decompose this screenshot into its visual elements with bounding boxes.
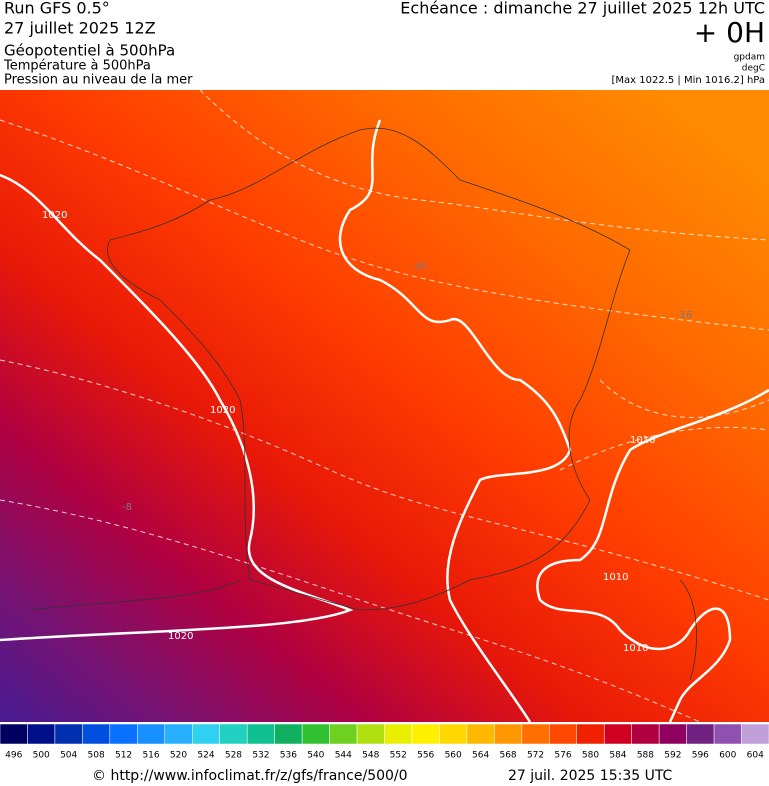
forecast-time: Echéance : dimanche 27 juillet 2025 12h … bbox=[400, 0, 765, 18]
scale-label: 520 bbox=[170, 751, 187, 761]
scale-label: 524 bbox=[197, 751, 214, 761]
scale-cell bbox=[329, 723, 358, 745]
scale-cell bbox=[411, 723, 440, 745]
scale-cell bbox=[686, 723, 715, 745]
scale-label: 548 bbox=[362, 751, 379, 761]
layer-label: Pression au niveau de la mer bbox=[4, 73, 193, 88]
footer: © http://www.infoclimat.fr/z/gfs/france/… bbox=[92, 768, 673, 784]
map: 1020 1020 1020 1010 1010 1010 -16 -16 -8 bbox=[0, 89, 769, 723]
scale-label: 552 bbox=[390, 751, 407, 761]
scale-cell bbox=[137, 723, 166, 745]
scale-label: 500 bbox=[33, 751, 50, 761]
pressure-range: [Max 1022.5 | Min 1016.2] hPa bbox=[611, 75, 765, 86]
scale-label: 556 bbox=[417, 751, 434, 761]
scale-cell bbox=[603, 723, 632, 745]
unit-label: degC bbox=[742, 64, 765, 74]
contour-label: 1010 bbox=[623, 643, 648, 654]
scale-cell bbox=[246, 723, 275, 745]
scale-cell bbox=[54, 723, 83, 745]
scale-cell bbox=[658, 723, 687, 745]
scale-cell bbox=[27, 723, 56, 745]
layer-label: Géopotentiel à 500hPa bbox=[4, 42, 175, 60]
run-title: Run GFS 0.5° bbox=[4, 0, 110, 18]
scale-label: 584 bbox=[609, 751, 626, 761]
borders bbox=[29, 127, 697, 681]
scale-label: 496 bbox=[5, 751, 22, 761]
scale-label: 508 bbox=[88, 751, 105, 761]
scale-label: 568 bbox=[499, 751, 516, 761]
scale-label: 592 bbox=[664, 751, 681, 761]
scale-label: 576 bbox=[554, 751, 571, 761]
scale-cell bbox=[713, 723, 742, 745]
scale-cell bbox=[82, 723, 111, 745]
source-url: © http://www.infoclimat.fr/z/gfs/france/… bbox=[92, 768, 408, 784]
scale-cell bbox=[164, 723, 193, 745]
contour-label: 1010 bbox=[630, 435, 655, 446]
contour-label: 1020 bbox=[210, 405, 235, 416]
contour-label: 1020 bbox=[168, 631, 193, 642]
scale-cell bbox=[439, 723, 468, 745]
contour-label: -16 bbox=[410, 261, 426, 272]
scale-label: 604 bbox=[747, 751, 764, 761]
contour-label: 1020 bbox=[42, 210, 67, 221]
temperature-contours bbox=[0, 89, 769, 723]
scale-cell bbox=[356, 723, 385, 745]
forecast-offset: + 0H bbox=[694, 16, 765, 49]
layer-label: Température à 500hPa bbox=[3, 59, 151, 74]
scale-label: 560 bbox=[445, 751, 462, 761]
scale-cell bbox=[521, 723, 550, 745]
field bbox=[0, 90, 769, 722]
scale-label: 504 bbox=[60, 751, 77, 761]
pressure-contours bbox=[0, 119, 769, 723]
scale-cell bbox=[631, 723, 660, 745]
scale-cell bbox=[192, 723, 220, 745]
contour-label: 1010 bbox=[603, 572, 628, 583]
scale-label: 596 bbox=[692, 751, 709, 761]
scale-label: 600 bbox=[719, 751, 736, 761]
scale-cell bbox=[274, 723, 303, 745]
scale-label: 540 bbox=[307, 751, 324, 761]
scale-cell bbox=[0, 723, 28, 745]
scale-cell bbox=[219, 723, 248, 745]
header: Run GFS 0.5° 27 juillet 2025 12Z Géopote… bbox=[3, 0, 765, 88]
scale-label: 532 bbox=[252, 751, 269, 761]
scale-cell bbox=[109, 723, 138, 745]
color-scale: 496 500 504 508 512 516 520 524 528 532 536 540 544 5… bbox=[0, 723, 769, 761]
scale-label: 580 bbox=[582, 751, 599, 761]
unit-label: gpdam bbox=[734, 53, 765, 63]
scale-label: 572 bbox=[527, 751, 544, 761]
contour-label: -16 bbox=[676, 310, 692, 321]
scale-label: 588 bbox=[637, 751, 654, 761]
scale-cell bbox=[384, 723, 413, 745]
scale-cell bbox=[576, 723, 605, 745]
scale-cell bbox=[549, 723, 577, 745]
contour-label: -8 bbox=[122, 502, 132, 513]
run-date: 27 juillet 2025 12Z bbox=[4, 19, 156, 38]
scale-label: 536 bbox=[280, 751, 297, 761]
scale-cell bbox=[466, 723, 495, 745]
scale-label: 528 bbox=[225, 751, 242, 761]
scale-label: 564 bbox=[472, 751, 489, 761]
scale-cell bbox=[741, 723, 769, 745]
scale-cell bbox=[494, 723, 523, 745]
scale-label: 512 bbox=[115, 751, 132, 761]
timestamp: 27 juil. 2025 15:35 UTC bbox=[508, 768, 673, 784]
contour-labels: 1020 1020 1020 1010 1010 1010 -16 -16 -8 bbox=[42, 210, 692, 654]
scale-label: 544 bbox=[335, 751, 352, 761]
scale-cell bbox=[301, 723, 330, 745]
scale-label: 516 bbox=[142, 751, 159, 761]
